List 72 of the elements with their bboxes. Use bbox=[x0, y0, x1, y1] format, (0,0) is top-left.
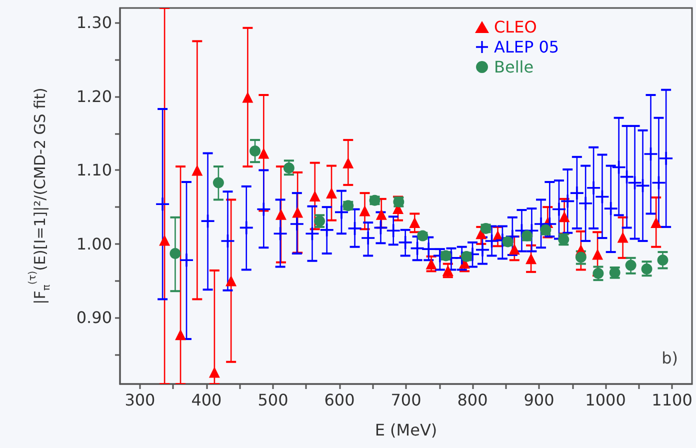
point bbox=[274, 227, 287, 240]
point bbox=[258, 148, 270, 159]
point bbox=[476, 243, 489, 256]
x-tick-label: 700 bbox=[390, 390, 422, 410]
x-axis-title: E (MeV) bbox=[374, 420, 438, 440]
point bbox=[526, 253, 537, 264]
point bbox=[156, 198, 170, 211]
point bbox=[641, 263, 652, 274]
y-tick-label: 0.90 bbox=[76, 308, 112, 328]
point bbox=[398, 236, 412, 249]
point bbox=[359, 205, 370, 216]
point bbox=[579, 196, 592, 210]
point bbox=[348, 222, 362, 235]
point bbox=[283, 162, 294, 174]
point bbox=[625, 260, 636, 271]
point bbox=[212, 177, 224, 188]
point bbox=[309, 190, 320, 202]
point bbox=[592, 268, 604, 279]
point bbox=[306, 227, 319, 240]
point bbox=[334, 206, 348, 219]
point bbox=[226, 275, 237, 286]
y-tick-label: 1.00 bbox=[76, 234, 112, 254]
point bbox=[587, 181, 600, 194]
point bbox=[660, 152, 673, 165]
point bbox=[592, 248, 604, 260]
x-tick-label: 800 bbox=[457, 390, 488, 410]
y-tick-label: 1.10 bbox=[76, 160, 112, 180]
x-tick-label: 300 bbox=[124, 390, 156, 410]
annotation: b) bbox=[662, 348, 678, 368]
y-tick-label: 1.20 bbox=[76, 86, 112, 106]
x-tick-label: 600 bbox=[324, 390, 355, 410]
point bbox=[552, 202, 566, 216]
point bbox=[250, 146, 261, 157]
y-tick-label: 1.30 bbox=[76, 13, 112, 32]
legend-label: ALEP 05 bbox=[494, 38, 560, 56]
point bbox=[175, 329, 186, 340]
point bbox=[570, 186, 584, 200]
point bbox=[386, 224, 400, 238]
point bbox=[362, 232, 375, 245]
point bbox=[201, 214, 214, 228]
point bbox=[342, 157, 354, 168]
point bbox=[644, 147, 658, 160]
point bbox=[422, 242, 436, 256]
point bbox=[292, 206, 304, 218]
point bbox=[617, 232, 628, 243]
point bbox=[275, 208, 286, 220]
point bbox=[442, 264, 454, 276]
point bbox=[561, 194, 574, 208]
point bbox=[320, 223, 334, 236]
point bbox=[180, 254, 194, 267]
point bbox=[242, 92, 254, 103]
point bbox=[376, 208, 387, 220]
point bbox=[290, 218, 304, 231]
point bbox=[170, 248, 181, 260]
point bbox=[326, 188, 338, 199]
x-tick-label: 1000 bbox=[585, 390, 626, 410]
point bbox=[409, 217, 420, 228]
legend-label: CLEO bbox=[494, 18, 537, 36]
point bbox=[221, 234, 234, 248]
x-tick-label: 1100 bbox=[652, 390, 692, 410]
legend-label: Belle bbox=[494, 58, 534, 76]
point bbox=[159, 234, 170, 246]
point bbox=[558, 211, 570, 222]
x-tick-label: 900 bbox=[524, 390, 554, 410]
x-tick-label: 400 bbox=[191, 390, 222, 410]
x-tick-label: 500 bbox=[258, 390, 288, 410]
point bbox=[240, 221, 253, 234]
point bbox=[604, 202, 618, 216]
point bbox=[192, 164, 203, 176]
y-axis-title: |Fπ(τ)(E)[I=1]|²/(CMD-2 GS fit) bbox=[28, 88, 52, 304]
point bbox=[208, 366, 220, 378]
point bbox=[657, 254, 668, 266]
